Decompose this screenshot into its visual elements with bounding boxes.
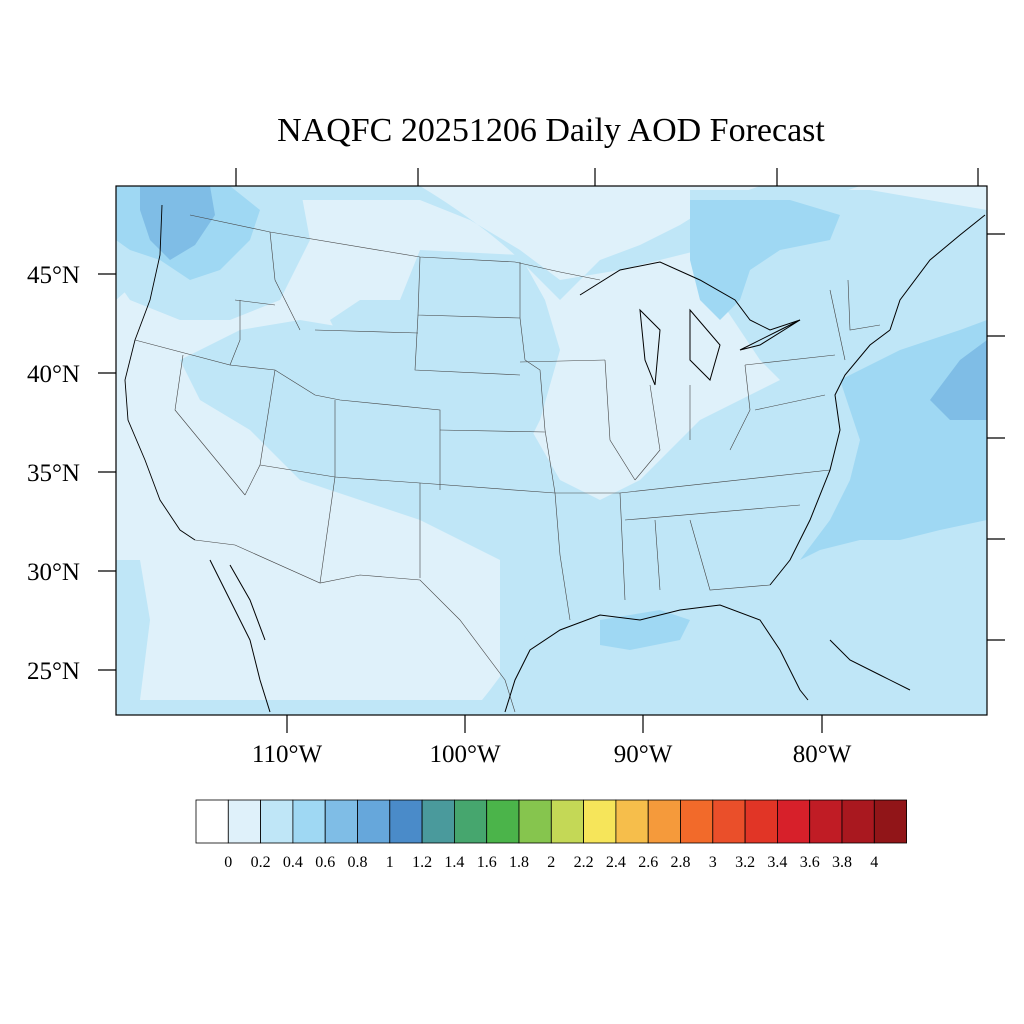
colorbar-swatch <box>712 799 746 844</box>
colorbar-swatch <box>486 799 520 844</box>
colorbar-tick-label: 3.4 <box>767 854 787 871</box>
lat-label: 30°N <box>27 559 80 586</box>
colorbar-swatch <box>583 799 617 844</box>
colorbar-tick-label: 0.2 <box>251 854 271 871</box>
colorbar-labels: 0 0.2 0.4 0.6 0.8 1 1.2 1.4 1.6 1.8 2 2.2 2.4 2.6 2.8 3… <box>224 854 878 871</box>
colorbar-tick-label: 3.2 <box>735 854 755 871</box>
colorbar-tick-label: 2.8 <box>671 854 691 871</box>
colorbar-tick-label: 3.8 <box>832 854 852 871</box>
colorbar-tick-label: 1.6 <box>477 854 497 871</box>
lat-label: 45°N <box>27 262 80 289</box>
colorbar-tick-label: 0 <box>224 854 232 871</box>
colorbar-tick-label: 2.6 <box>638 854 658 871</box>
lon-label: 80°W <box>793 741 852 768</box>
colorbar-tick-label: 3 <box>709 854 717 871</box>
colorbar-swatch <box>873 799 907 844</box>
lat-label: 40°N <box>27 361 80 388</box>
colorbar-tick-label: 2.4 <box>606 854 626 871</box>
colorbar-swatch <box>195 799 229 844</box>
colorbar-swatch <box>647 799 681 844</box>
colorbar-swatch <box>292 799 326 844</box>
aod-contour-0.8 <box>140 186 987 420</box>
colorbar-swatch <box>227 799 262 844</box>
colorbar <box>195 799 907 844</box>
colorbar-tick-label: 1 <box>386 854 394 871</box>
colorbar-tick-label: 1.8 <box>509 854 529 871</box>
colorbar-tick-label: 1.2 <box>412 854 432 871</box>
state-boundaries <box>124 204 881 713</box>
colorbar-swatch <box>809 799 843 844</box>
lat-label: 35°N <box>27 460 80 487</box>
colorbar-tick-label: 2.2 <box>574 854 594 871</box>
tick-marks <box>98 168 1005 733</box>
colorbar-tick-label: 0.4 <box>283 854 303 871</box>
colorbar-swatch <box>550 799 584 844</box>
colorbar-tick-label: 0.6 <box>315 854 335 871</box>
colorbar-swatch <box>615 799 649 844</box>
longitude-labels: 110°W 100°W 90°W 80°W <box>252 741 852 768</box>
colorbar-swatch <box>841 799 875 844</box>
colorbar-tick-label: 2 <box>547 854 555 871</box>
aod-contour-0.6 <box>116 186 987 650</box>
colorbar-swatch <box>777 799 811 844</box>
colorbar-swatch <box>357 799 391 844</box>
colorbar-tick-label: 1.4 <box>444 854 464 871</box>
colorbar-tick-label: 0.8 <box>348 854 368 871</box>
colorbar-swatch <box>680 799 714 844</box>
colorbar-swatch <box>518 799 552 844</box>
latitude-labels: 45°N 40°N 35°N 30°N 25°N <box>27 262 80 685</box>
colorbar-swatch <box>389 799 423 844</box>
lon-label: 90°W <box>614 741 673 768</box>
map-title: NAQFC 20251206 Daily AOD Forecast <box>277 112 825 149</box>
map-panel <box>116 186 987 715</box>
coastlines <box>209 214 986 713</box>
colorbar-swatch <box>421 799 455 844</box>
lat-label: 25°N <box>27 658 80 685</box>
colorbar-swatch <box>260 799 294 844</box>
map-frame <box>115 185 988 716</box>
colorbar-swatch <box>324 799 358 844</box>
aod-contour-0.4 <box>116 186 987 715</box>
colorbar-tick-label: 4 <box>870 854 878 871</box>
colorbar-swatch <box>744 799 778 844</box>
colorbar-tick-label: 3.6 <box>800 854 820 871</box>
lon-label: 100°W <box>429 741 500 768</box>
lon-label: 110°W <box>252 741 323 768</box>
colorbar-swatch <box>453 799 488 844</box>
